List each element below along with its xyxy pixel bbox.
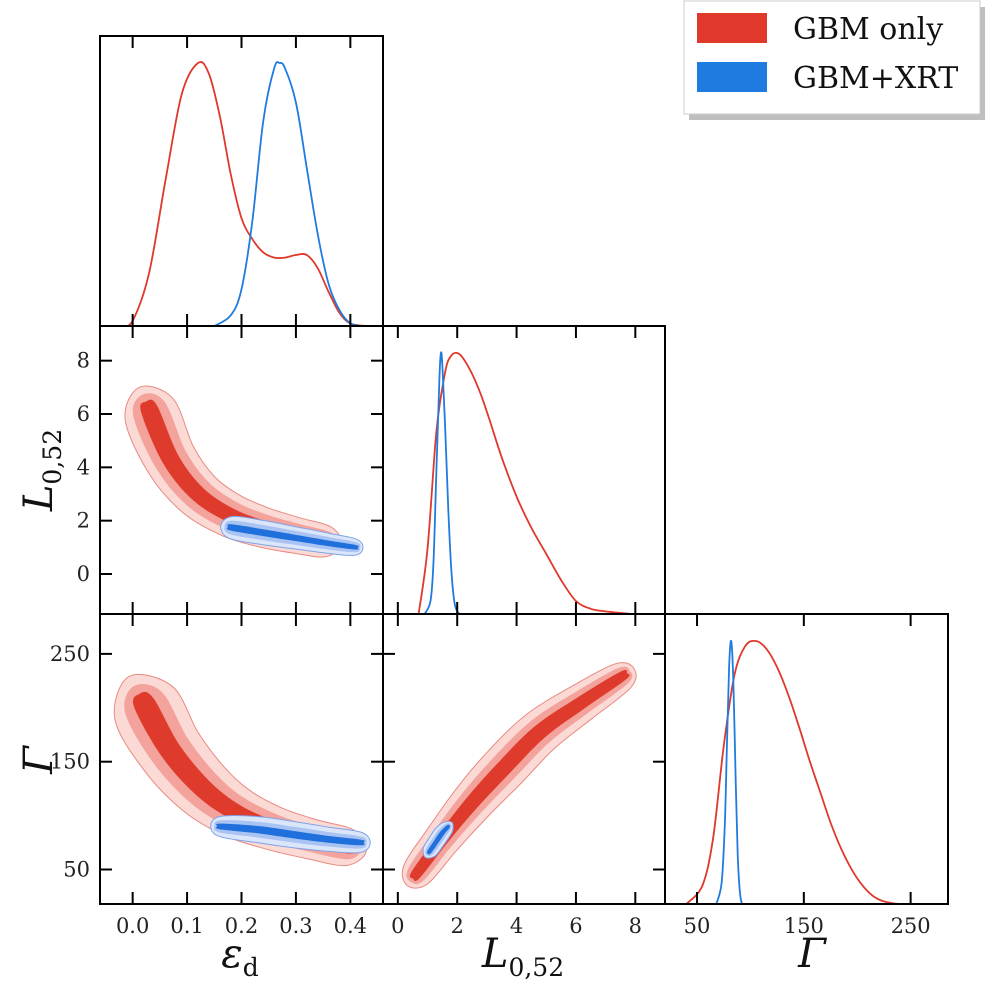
G-eps-ytick-label: 150 xyxy=(50,750,90,774)
ylabel-L: L0,52 xyxy=(16,429,67,512)
L-eps-ytick-label: 6 xyxy=(77,402,90,426)
G-eps-xtick-label: 0.1 xyxy=(170,914,203,938)
legend: GBM only GBM+XRT xyxy=(683,0,985,120)
L-eps-ytick-label: 2 xyxy=(77,509,90,533)
G-eps-xtick-label: 0.3 xyxy=(279,914,312,938)
xlabel-L-sub: 0,52 xyxy=(508,953,564,982)
panel-Gamma-vs-L xyxy=(382,613,666,905)
panel-Gamma-marginal xyxy=(664,613,949,905)
panel-eps-marginal xyxy=(99,35,384,327)
Gamma-marginal-xtick-label: 250 xyxy=(891,914,931,938)
xlabel-L: L0,52 xyxy=(481,931,564,982)
Gamma-marginal-xtick-label: 150 xyxy=(784,914,824,938)
gbm-xrt-G-eps-contour-3 xyxy=(215,823,365,846)
legend-swatch-gbm-xrt xyxy=(697,62,767,92)
gbm-only-G-L-contour-2 xyxy=(406,666,633,885)
panel-Gamma-marginal-frame xyxy=(664,613,949,905)
G-L-xtick-label: 4 xyxy=(510,914,523,938)
panel-L-marginal xyxy=(382,325,666,615)
G-eps-xtick-label: 0.0 xyxy=(116,914,149,938)
ylabel-L-sub: 0,52 xyxy=(38,429,67,485)
G-eps-xtick-label: 0.4 xyxy=(334,914,367,938)
G-eps-ytick-label: 250 xyxy=(50,642,90,666)
gbm-xrt-L-curve xyxy=(423,351,461,614)
G-L-xtick-label: 2 xyxy=(451,914,464,938)
ylabel-Gamma: Γ xyxy=(16,745,62,775)
xlabel-eps-sub: d xyxy=(243,953,259,982)
gbm-xrt-G-L-contour-3 xyxy=(426,824,451,855)
gbm-xrt-Gamma-curve xyxy=(715,639,743,904)
panel-eps-marginal-frame xyxy=(99,35,384,327)
legend-label-gbm-xrt: GBM+XRT xyxy=(793,61,958,96)
G-L-xtick-label: 8 xyxy=(629,914,642,938)
panel-L-vs-eps-frame xyxy=(99,325,384,615)
gbm-xrt-L-eps-contour-3 xyxy=(226,524,359,550)
Gamma-marginal-xtick-label: 50 xyxy=(684,914,711,938)
L-eps-ytick-label: 0 xyxy=(77,562,90,586)
G-eps-ytick-label: 50 xyxy=(63,858,90,882)
ylabel-Gamma-main: Γ xyxy=(16,745,62,775)
gbm-only-Gamma-curve xyxy=(685,639,920,904)
gbm-only-G-L-contour-3 xyxy=(409,669,630,882)
legend-label-gbm-only: GBM only xyxy=(793,12,943,47)
G-L-xtick-label: 6 xyxy=(569,914,582,938)
xlabel-Gamma: Γ xyxy=(797,931,827,977)
gbm-only-L-curve xyxy=(417,351,633,614)
panel-Gamma-vs-eps xyxy=(99,613,384,905)
xlabel-eps: εd xyxy=(221,931,258,982)
L-eps-ytick-label: 8 xyxy=(77,349,90,373)
L-eps-ytick-label: 4 xyxy=(77,455,90,479)
gbm-xrt-eps-curve xyxy=(213,61,362,326)
panel-L-vs-eps xyxy=(99,325,384,615)
xlabel-Gamma-main: Γ xyxy=(797,931,827,977)
G-L-xtick-label: 0 xyxy=(391,914,404,938)
ylabel-L-main: L xyxy=(16,485,62,513)
xlabel-eps-main: ε xyxy=(221,931,242,977)
G-eps-xtick-label: 0.2 xyxy=(225,914,258,938)
legend-swatch-gbm-only xyxy=(697,13,767,43)
xlabel-L-main: L xyxy=(481,931,509,977)
